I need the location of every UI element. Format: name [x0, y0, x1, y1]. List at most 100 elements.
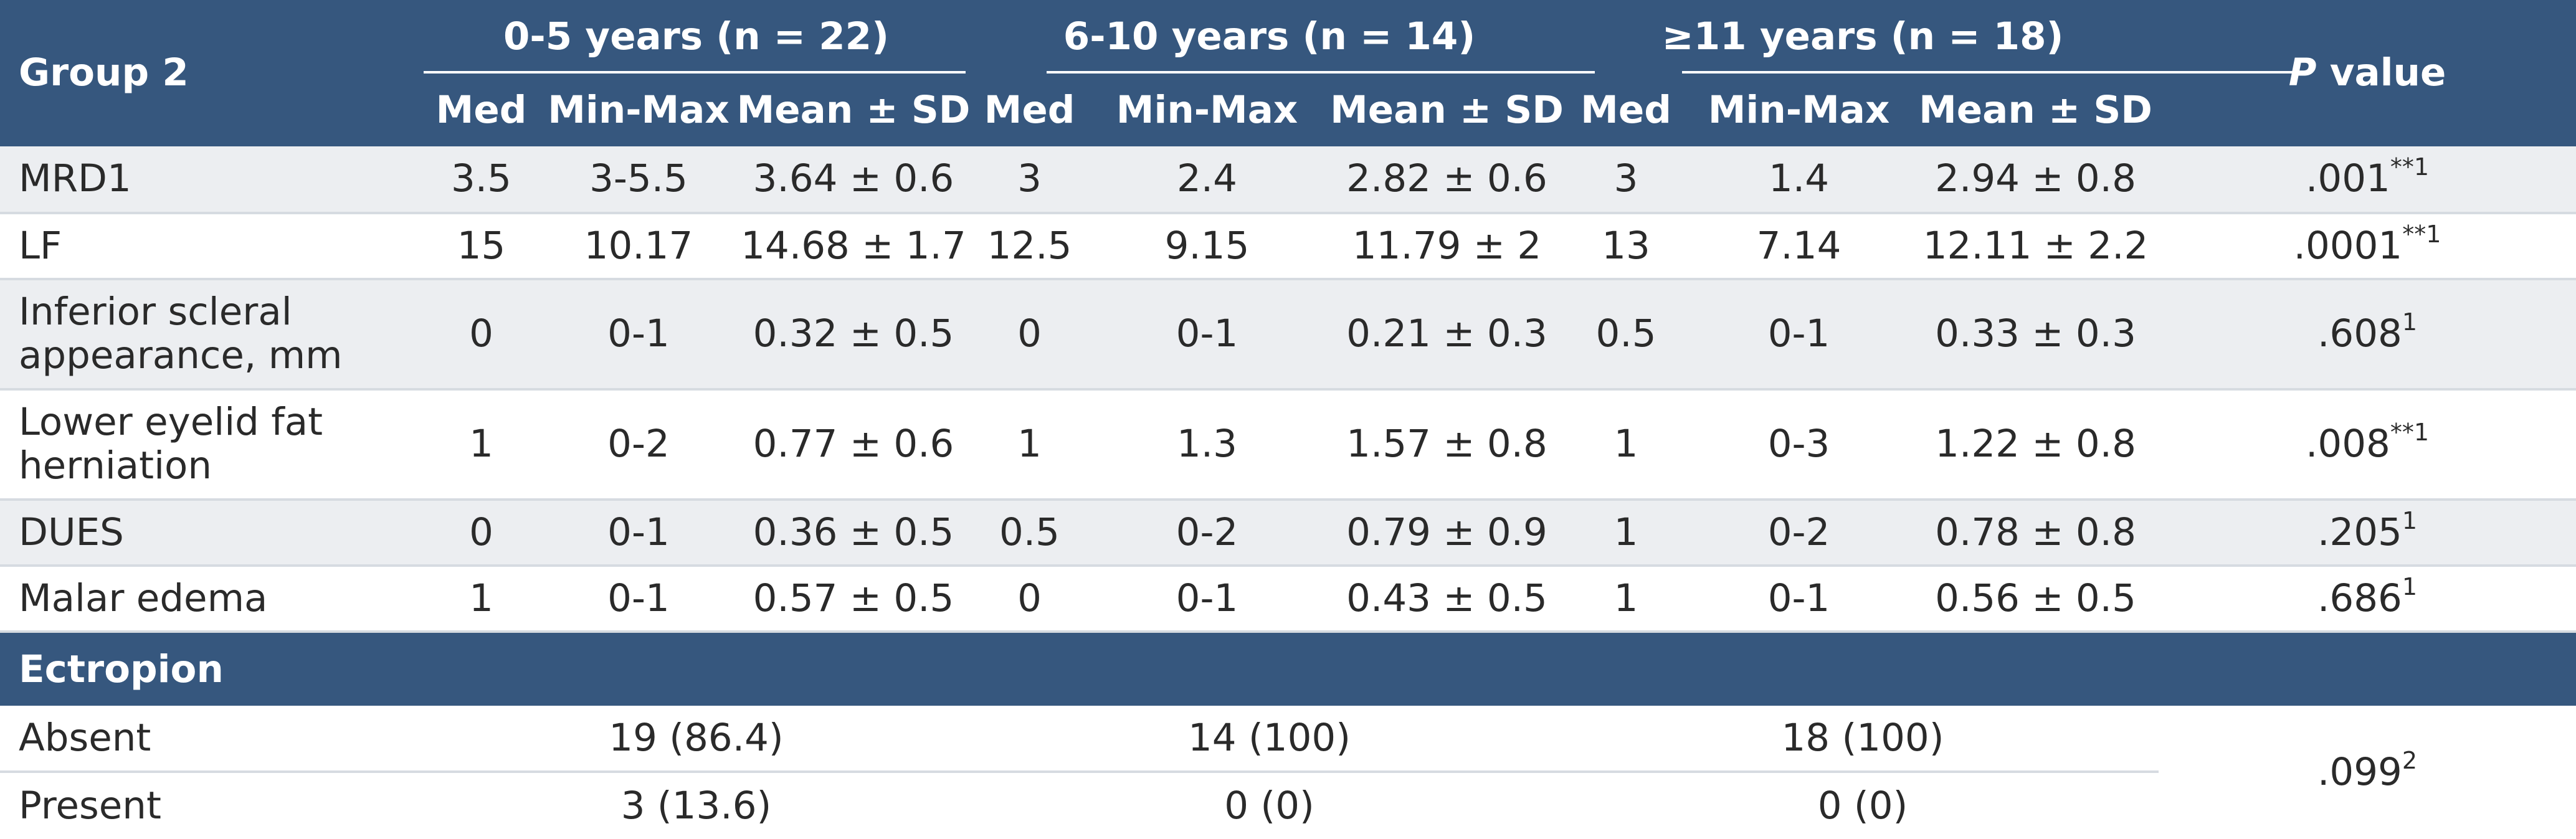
cell: 0-1: [1087, 278, 1327, 391]
cell: 1: [1567, 499, 1686, 567]
cell: 0.56 ± 0.5: [1913, 566, 2159, 633]
cell: 0.78 ± 0.8: [1913, 499, 2159, 567]
cell: 0.33 ± 0.3: [1913, 278, 2159, 391]
cell: 0.36 ± 0.5: [735, 499, 972, 567]
cell: 3.5: [421, 146, 542, 214]
table-row: LF 15 10.17 14.68 ± 1.7 12.5 9.15 11.79 …: [0, 212, 2576, 280]
cell: 0-1: [1087, 566, 1327, 633]
sub-header-minmax: Min-Max: [1116, 87, 1298, 132]
cell: 0-2: [1087, 499, 1327, 567]
cell: 3: [1567, 146, 1686, 214]
cell: 0.5: [972, 499, 1087, 567]
sub-header-mean: Mean ± SD: [736, 87, 971, 132]
cell: 1.57 ± 0.8: [1327, 389, 1567, 501]
p-value-cell: .0992: [2317, 746, 2418, 794]
cell: 1.4: [1685, 146, 1913, 214]
cell: 1: [1567, 566, 1686, 633]
cell: 0-1: [1685, 278, 1913, 391]
cell: 0-2: [542, 389, 735, 501]
section-header-row: Ectropion: [0, 632, 2576, 706]
cell: 0.5: [1567, 278, 1686, 391]
p-value-cell: .001**1: [2159, 146, 2576, 214]
cell: 0-2: [1685, 499, 1913, 567]
cell: 3-5.5: [542, 146, 735, 214]
row-label: Absent: [0, 705, 421, 774]
cell: 3: [972, 146, 1087, 214]
table-row: MRD1 3.5 3-5.5 3.64 ± 0.6 3 2.4 2.82 ± 0…: [0, 146, 2576, 214]
cell: 0 (0): [1817, 784, 1908, 828]
cell: 0 (0): [1224, 784, 1314, 828]
cell: 3.64 ± 0.6: [735, 146, 972, 214]
table-row: Malar edema 1 0-1 0.57 ± 0.5 0 0-1 0.43 …: [0, 566, 2576, 633]
cell: 0.43 ± 0.5: [1327, 566, 1567, 633]
cell: 2.82 ± 0.6: [1327, 146, 1567, 214]
row-label: LF: [0, 212, 421, 280]
cell: 1: [972, 389, 1087, 501]
cell: 1: [1567, 389, 1686, 501]
cell: 14 (100): [972, 705, 1567, 774]
table-row: Lower eyelid fat herniation 1 0-2 0.77 ±…: [0, 389, 2576, 501]
row-label: Malar edema: [0, 566, 421, 633]
cell: 0.57 ± 0.5: [735, 566, 972, 633]
header-row-top: Group 2 0-5 years (n = 22) 6-10 years (n…: [0, 0, 2576, 95]
table-row: Inferior scleral appearance, mm 0 0-1 0.…: [0, 278, 2576, 391]
cell: 0.32 ± 0.5: [735, 278, 972, 391]
sub-header-med: Med: [435, 87, 527, 132]
p-value-cell: .2051: [2159, 499, 2576, 567]
age-group-0-5-header: 0-5 years (n = 22): [503, 14, 890, 59]
row-label: DUES: [0, 499, 421, 567]
cell: 19 (86.4): [421, 705, 972, 774]
cell: 0.77 ± 0.6: [735, 389, 972, 501]
row-label: Lower eyelid fat herniation: [0, 389, 421, 501]
cell: 0-1: [542, 499, 735, 567]
cell: 1: [421, 389, 542, 501]
sub-header-minmax: Min-Max: [1708, 87, 1890, 132]
age-group-11plus-header: ≥11 years (n = 18): [1661, 14, 2064, 59]
cell: 0-1: [1685, 566, 1913, 633]
cell: 0: [421, 278, 542, 391]
cell: 9.15: [1087, 212, 1327, 280]
cell: 2.94 ± 0.8: [1913, 146, 2159, 214]
table-row: Absent 19 (86.4) 14 (100) 18 (100) .0992: [0, 705, 2576, 794]
cell: 0.21 ± 0.3: [1327, 278, 1567, 391]
sub-header-med: Med: [984, 87, 1075, 132]
cell: 0-1: [542, 278, 735, 391]
cell: 0-3: [1685, 389, 1913, 501]
age-group-0-5-rule: [424, 71, 966, 73]
p-value-cell: .6081: [2159, 278, 2576, 391]
age-group-11plus-rule: [1682, 71, 2305, 73]
cell: 0-1: [542, 566, 735, 633]
cell: 0.79 ± 0.9: [1327, 499, 1567, 567]
sub-header-minmax: Min-Max: [548, 87, 730, 132]
row-label: MRD1: [0, 146, 421, 214]
cell: 10.17: [542, 212, 735, 280]
sub-header-mean: Mean ± SD: [1330, 87, 1564, 132]
table-row: DUES 0 0-1 0.36 ± 0.5 0.5 0-2 0.79 ± 0.9…: [0, 499, 2576, 567]
age-group-6-10-rule: [1047, 71, 1595, 73]
cell: 18 (100): [1567, 705, 2159, 774]
p-value-cell: .6861: [2159, 566, 2576, 633]
cell: 0: [972, 278, 1087, 391]
cell: 2.4: [1087, 146, 1327, 214]
sub-header-med: Med: [1580, 87, 1671, 132]
cell: 14.68 ± 1.7: [735, 212, 972, 280]
cell: 15: [421, 212, 542, 280]
section-title: Ectropion: [0, 632, 2576, 706]
header-row-sub: Med Min-Max Mean ± SD Med Min-Max Mean ±…: [0, 73, 2576, 147]
cell: 12.11 ± 2.2: [1913, 212, 2159, 280]
row-label: Inferior scleral appearance, mm: [0, 278, 421, 391]
cell: 11.79 ± 2: [1327, 212, 1567, 280]
age-group-6-10-header: 6-10 years (n = 14): [1063, 14, 1476, 59]
group-header: Group 2: [19, 50, 189, 95]
p-value-cell: .008**1: [2159, 389, 2576, 501]
cell: 1.22 ± 0.8: [1913, 389, 2159, 501]
cell: 12.5: [972, 212, 1087, 280]
cell: 1.3: [1087, 389, 1327, 501]
p-value-cell: .0001**1: [2159, 212, 2576, 280]
table-row: Present 3 (13.6) 0 (0) 0 (0): [0, 772, 2576, 839]
p-value-header: P value: [2288, 50, 2446, 95]
cell: 0: [972, 566, 1087, 633]
cell: 7.14: [1685, 212, 1913, 280]
row-label: Present: [19, 784, 161, 828]
